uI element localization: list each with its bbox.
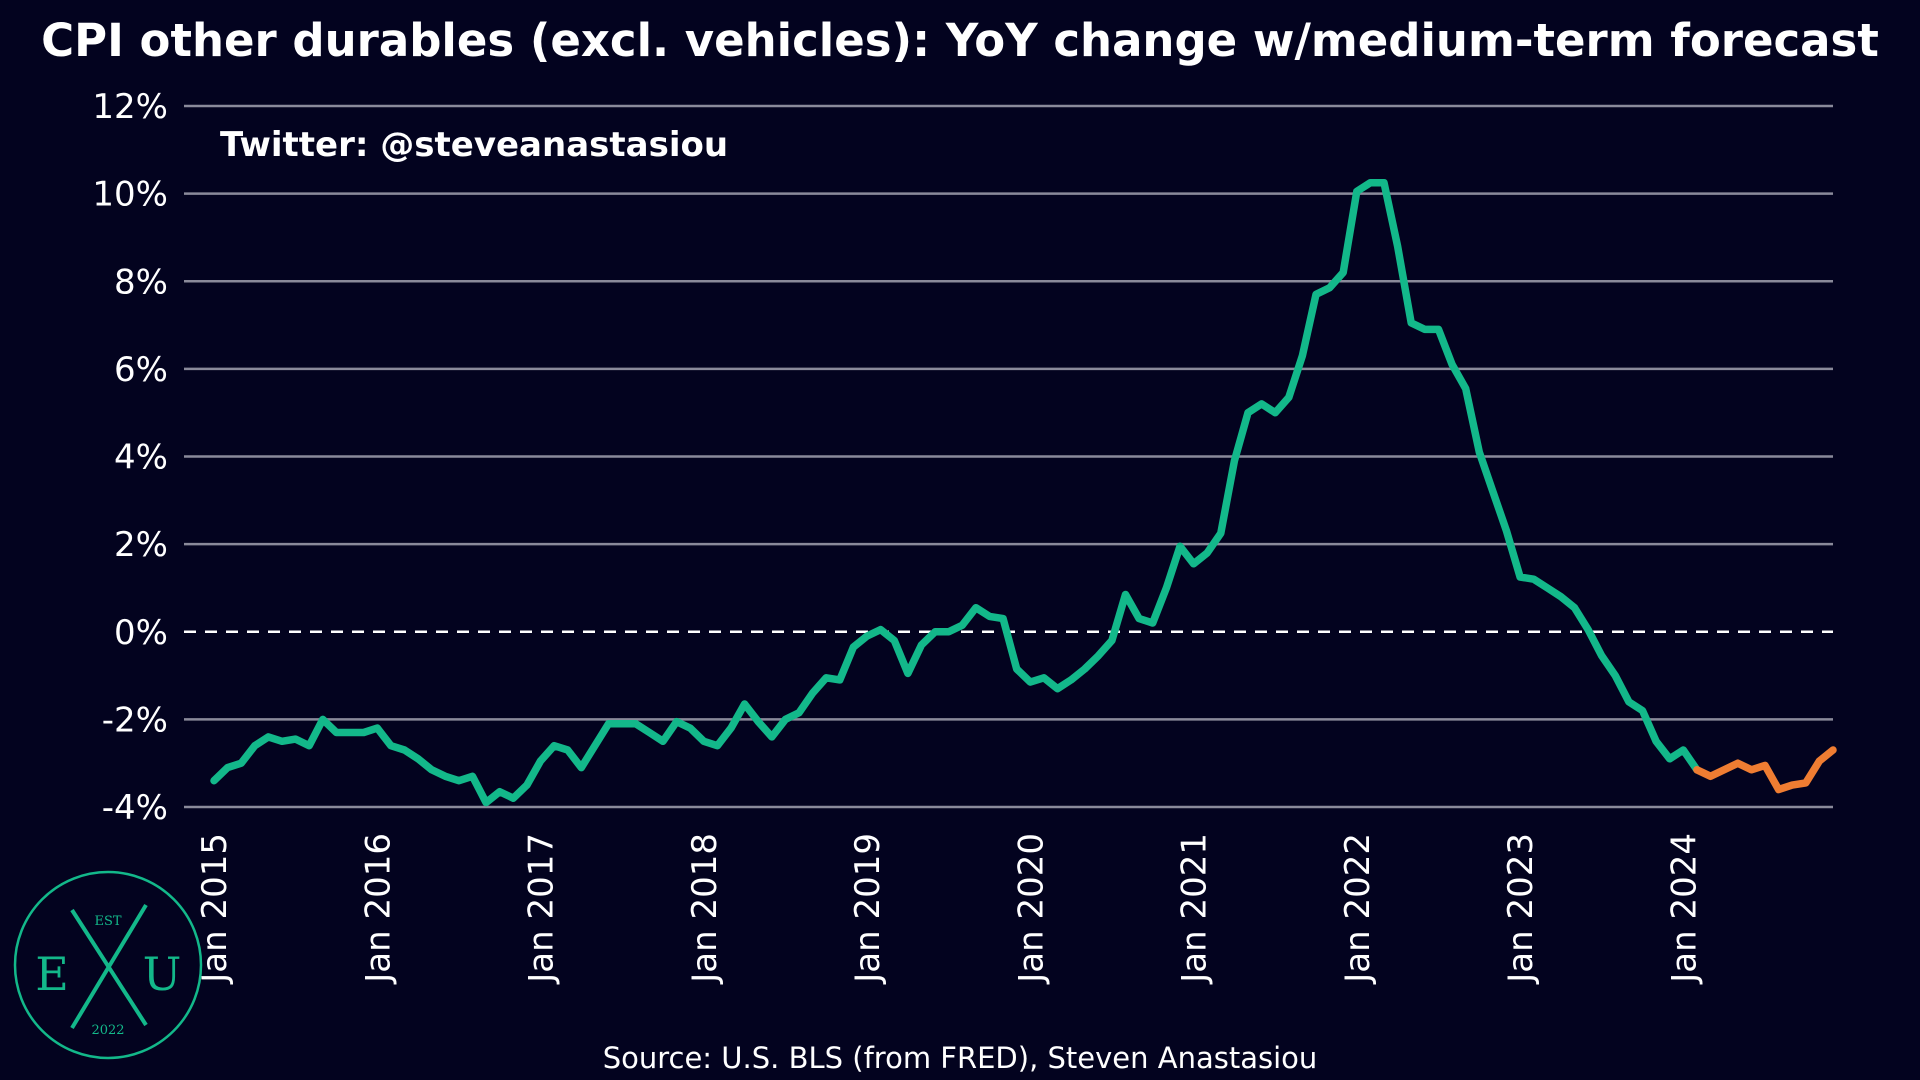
series-line	[1693, 746, 1837, 794]
x-tick-label: Jan 2017	[522, 833, 562, 985]
x-tick-label: Jan 2021	[1175, 833, 1215, 985]
y-tick-label: 4%	[114, 438, 168, 478]
y-tick-label: 0%	[114, 613, 168, 653]
logo-cross	[70, 903, 148, 1030]
logo-ring	[13, 870, 203, 1060]
y-tick-label: 8%	[114, 262, 168, 302]
logo-text: U	[143, 947, 182, 1001]
x-tick-label: Jan 2018	[685, 833, 725, 985]
y-tick-label: 6%	[114, 350, 168, 390]
y-tick-label: 10%	[92, 175, 168, 215]
x-tick-label: Jan 2020	[1011, 833, 1051, 985]
logo-text: E	[35, 947, 69, 1001]
source: Source: U.S. BLS (from FRED), Steven Ana…	[603, 1041, 1318, 1075]
logo-text: 2022	[91, 1023, 124, 1038]
x-tick-label: Jan 2023	[1501, 833, 1541, 985]
x-tick-label: Jan 2016	[358, 833, 398, 985]
annotation: Twitter: @steveanastasiou	[220, 125, 728, 165]
y-tick-label: -4%	[102, 788, 168, 828]
x-tick-label: Jan 2015	[195, 833, 235, 985]
logo: EST E U 2022	[13, 870, 203, 1060]
y-tick-label: -2%	[102, 700, 168, 740]
x-tick-label: Jan 2019	[848, 833, 888, 985]
series-line	[210, 178, 1701, 807]
x-tick-label: Jan 2022	[1338, 833, 1378, 985]
y-tick-label: 12%	[92, 87, 168, 127]
logo-text: EST	[94, 914, 121, 929]
x-tick-label: Jan 2024	[1664, 833, 1704, 985]
y-tick-label: 2%	[114, 525, 168, 565]
chart-title: CPI other durables (excl. vehicles): YoY…	[41, 14, 1879, 67]
